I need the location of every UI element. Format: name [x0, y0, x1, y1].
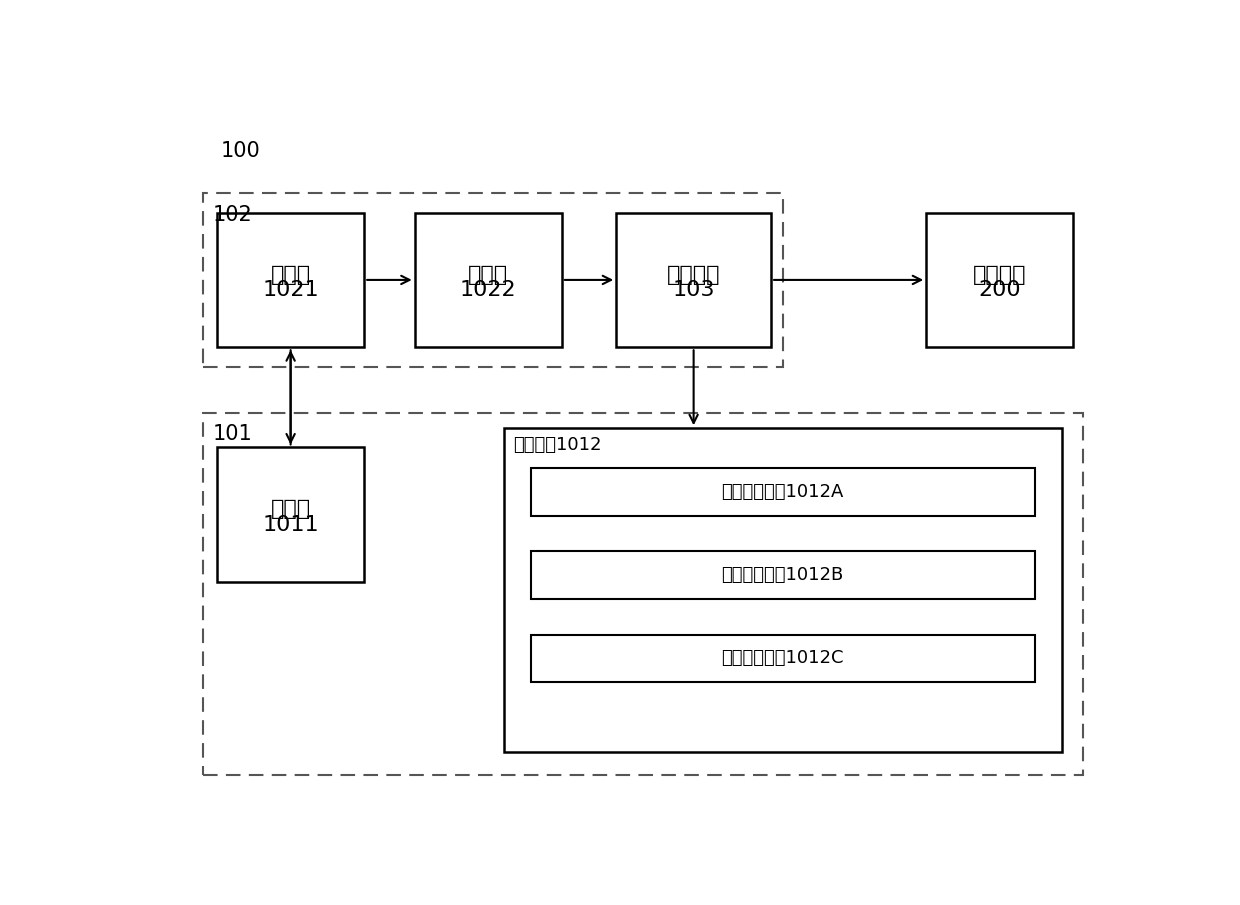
Text: 103: 103 — [672, 280, 715, 300]
Text: 200: 200 — [978, 280, 1021, 300]
Text: 监测装置1012: 监测装置1012 — [513, 436, 601, 454]
Bar — [217, 447, 365, 582]
Text: 控制器: 控制器 — [469, 264, 508, 284]
Bar — [616, 213, 771, 348]
Bar — [203, 413, 1084, 775]
Text: 长度传感模块1012B: 长度传感模块1012B — [722, 567, 844, 585]
Text: 全站仪: 全站仪 — [270, 500, 311, 519]
Text: 100: 100 — [221, 141, 260, 161]
Bar — [203, 194, 782, 367]
Text: 处理器: 处理器 — [270, 264, 311, 284]
Bar — [503, 428, 1061, 751]
Text: 凿岩台车: 凿岩台车 — [973, 264, 1027, 284]
Text: 102: 102 — [212, 205, 252, 224]
Text: 执行装置: 执行装置 — [667, 264, 720, 284]
Text: 角度传感模块1012A: 角度传感模块1012A — [722, 483, 844, 501]
Bar — [531, 551, 1034, 599]
Text: 1011: 1011 — [263, 515, 319, 535]
Text: 1022: 1022 — [460, 280, 517, 300]
Text: 压力传感模块1012C: 压力传感模块1012C — [722, 650, 844, 667]
Bar — [926, 213, 1074, 348]
Text: 1021: 1021 — [263, 280, 319, 300]
Bar — [217, 213, 365, 348]
Bar — [414, 213, 562, 348]
Bar — [531, 634, 1034, 682]
Text: 101: 101 — [212, 424, 252, 444]
Bar — [531, 468, 1034, 516]
